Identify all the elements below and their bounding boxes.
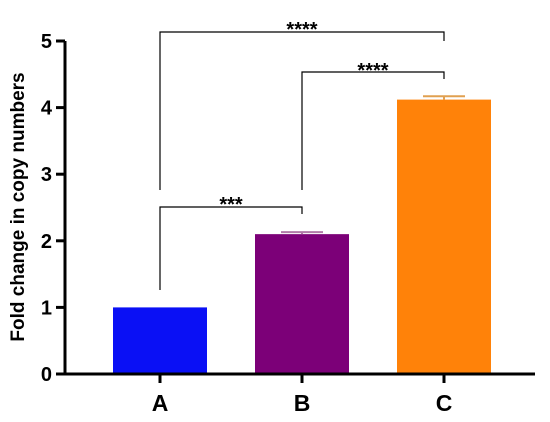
error-bar-C [423,95,465,100]
y-tick-label: 5 [41,31,52,53]
x-tick-label: C [436,390,453,416]
significance-brackets: *********** [159,19,445,290]
error-bar-B [281,231,323,235]
x-ticks: A B C [152,374,453,416]
y-axis-label: Fold change in copy numbers [8,72,29,341]
x-tick-label: A [152,390,169,416]
x-tick-label: B [294,390,311,416]
significance-bracket-A-B: *** [159,194,303,290]
y-tick-label: 1 [41,297,52,319]
significance-label: **** [357,60,388,82]
significance-label: **** [286,19,317,41]
bar-C [397,99,491,374]
axes [63,41,535,376]
bar-B [255,234,349,374]
bars [113,99,491,374]
error-bars [281,95,465,235]
significance-label: *** [219,194,243,216]
y-ticks: 0 1 2 3 4 5 [41,31,65,386]
significance-bracket-A-C: **** [159,19,445,190]
significance-bracket-B-C: **** [301,60,445,190]
y-tick-label: 0 [41,364,52,386]
y-tick-label: 2 [41,231,52,253]
bar-A [113,307,207,374]
y-tick-label: 4 [41,98,53,120]
y-tick-label: 3 [41,164,52,186]
